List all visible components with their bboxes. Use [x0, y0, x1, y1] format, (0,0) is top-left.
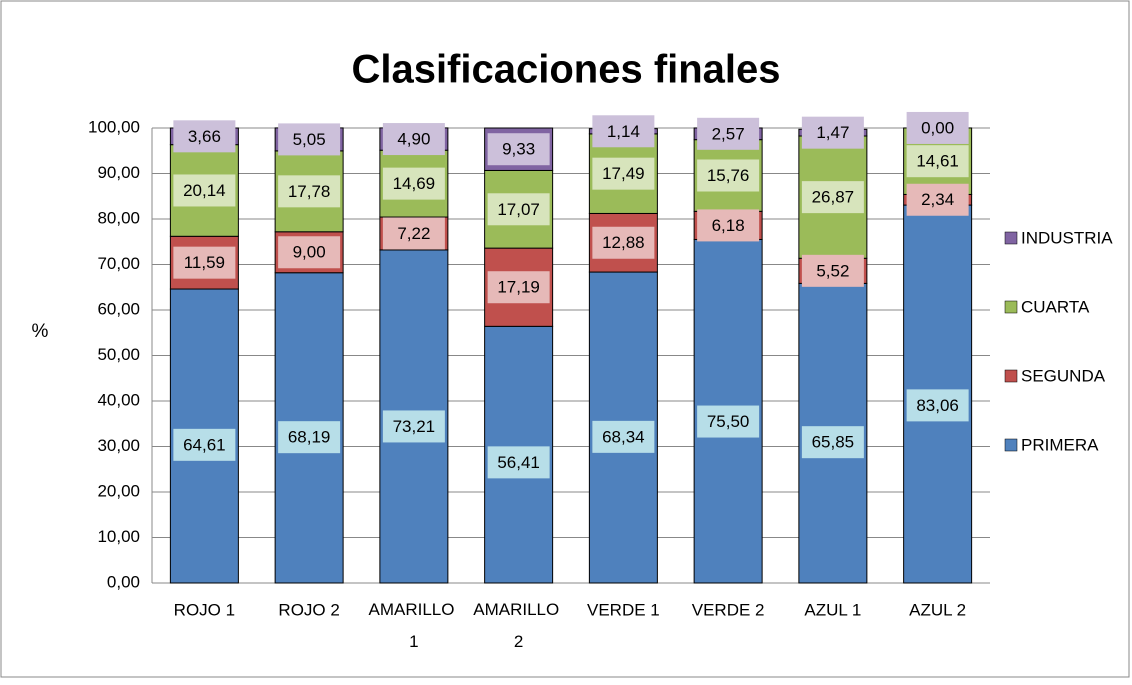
data-label-box — [278, 236, 341, 269]
data-label: 9,00 — [293, 243, 326, 262]
data-label: 17,19 — [497, 278, 540, 297]
data-label-box — [906, 183, 969, 216]
data-label: 15,76 — [707, 166, 750, 185]
data-label-box — [697, 209, 760, 242]
data-label: 17,49 — [602, 164, 645, 183]
data-label-box — [801, 116, 864, 149]
data-label-box — [906, 145, 969, 178]
x-tick-label-line: AMARILLO — [369, 600, 460, 619]
data-label: 2,34 — [921, 190, 954, 209]
data-label: 5,52 — [816, 261, 849, 280]
data-label-box — [592, 157, 655, 190]
x-tick-label: AZUL 1 — [804, 600, 861, 619]
data-label-box — [382, 123, 445, 156]
data-label: 75,50 — [707, 412, 750, 431]
data-label: 17,78 — [288, 182, 331, 201]
data-label-box — [697, 405, 760, 438]
data-label-box — [801, 426, 864, 459]
data-label-box — [382, 217, 445, 250]
data-label: 2,57 — [712, 124, 745, 143]
x-tick-label: ROJO 1 — [174, 600, 235, 619]
y-tick-label: 100,00 — [88, 117, 140, 136]
x-tick-label-line: 2 — [514, 632, 523, 651]
y-tick-label: 20,00 — [97, 481, 140, 500]
data-label-box — [278, 175, 341, 208]
legend-label: CUARTA — [1021, 297, 1090, 316]
x-tick-label: VERDE 1 — [587, 600, 660, 619]
data-label: 56,41 — [497, 453, 540, 472]
data-label-box — [173, 246, 236, 279]
y-tick-label: 0,00 — [107, 572, 140, 591]
data-label-box — [592, 226, 655, 259]
data-label-box — [592, 420, 655, 453]
data-label: 68,34 — [602, 427, 645, 446]
data-label: 65,85 — [812, 433, 855, 452]
data-label: 68,19 — [288, 428, 331, 447]
data-label: 64,61 — [183, 435, 226, 454]
data-label: 17,07 — [497, 200, 540, 219]
legend-label: PRIMERA — [1021, 435, 1099, 454]
y-tick-label: 80,00 — [97, 208, 140, 227]
data-label: 1,14 — [607, 122, 640, 141]
data-label-box — [487, 193, 550, 226]
data-label: 26,87 — [812, 188, 855, 207]
y-tick-label: 40,00 — [97, 390, 140, 409]
data-label-box — [592, 115, 655, 148]
data-label-box — [173, 120, 236, 153]
data-label: 7,22 — [397, 224, 430, 243]
data-label-box — [278, 123, 341, 156]
y-tick-label: 30,00 — [97, 436, 140, 455]
data-label: 6,18 — [712, 216, 745, 235]
data-label-box — [278, 421, 341, 454]
data-label: 20,14 — [183, 181, 226, 200]
data-label-box — [382, 167, 445, 200]
data-label-box — [906, 111, 969, 144]
data-label: 3,66 — [188, 127, 221, 146]
x-tick-label: AMARILLO 2 — [473, 600, 564, 651]
legend-label: SEGUNDA — [1021, 366, 1106, 385]
data-label-box — [801, 181, 864, 214]
data-label: 5,05 — [293, 130, 326, 149]
legend-swatch — [1004, 231, 1018, 245]
chart-title: Clasificaciones finales — [351, 48, 780, 92]
data-label-box — [382, 410, 445, 443]
x-tick-label: VERDE 2 — [692, 600, 765, 619]
legend-swatch — [1004, 300, 1018, 314]
data-label-box — [801, 254, 864, 287]
data-label: 4,90 — [397, 130, 430, 149]
data-label: 9,33 — [502, 140, 535, 159]
data-label: 0,00 — [921, 118, 954, 137]
data-label: 14,61 — [916, 152, 959, 171]
data-label-box — [173, 174, 236, 207]
y-tick-label: 50,00 — [97, 345, 140, 364]
x-tick-label: ROJO 2 — [278, 600, 339, 619]
data-label: 83,06 — [916, 396, 959, 415]
data-label-box — [906, 389, 969, 422]
x-tick-label-line: AMARILLO — [473, 600, 564, 619]
data-label-box — [487, 446, 550, 479]
legend-label: INDUSTRIA — [1021, 228, 1113, 247]
y-tick-label: 60,00 — [97, 299, 140, 318]
legend-swatch — [1004, 438, 1018, 452]
x-tick-label-line: 1 — [409, 632, 418, 651]
data-label: 11,59 — [184, 253, 225, 272]
data-label-box — [697, 159, 760, 192]
legend-swatch — [1004, 369, 1018, 383]
x-tick-label: AMARILLO 1 — [369, 600, 460, 651]
data-label-box — [173, 428, 236, 461]
y-tick-label: 70,00 — [97, 254, 140, 273]
data-label: 73,21 — [393, 417, 436, 436]
x-tick-label: AZUL 2 — [909, 600, 966, 619]
data-label-box — [697, 117, 760, 150]
y-axis-label: % — [32, 321, 49, 342]
y-tick-label: 90,00 — [97, 163, 140, 182]
data-label-box — [487, 133, 550, 166]
y-tick-label: 10,00 — [97, 527, 140, 546]
data-label: 1,47 — [816, 123, 849, 142]
data-label-box — [487, 271, 550, 304]
data-label: 12,88 — [602, 233, 645, 252]
data-label: 14,69 — [393, 174, 436, 193]
